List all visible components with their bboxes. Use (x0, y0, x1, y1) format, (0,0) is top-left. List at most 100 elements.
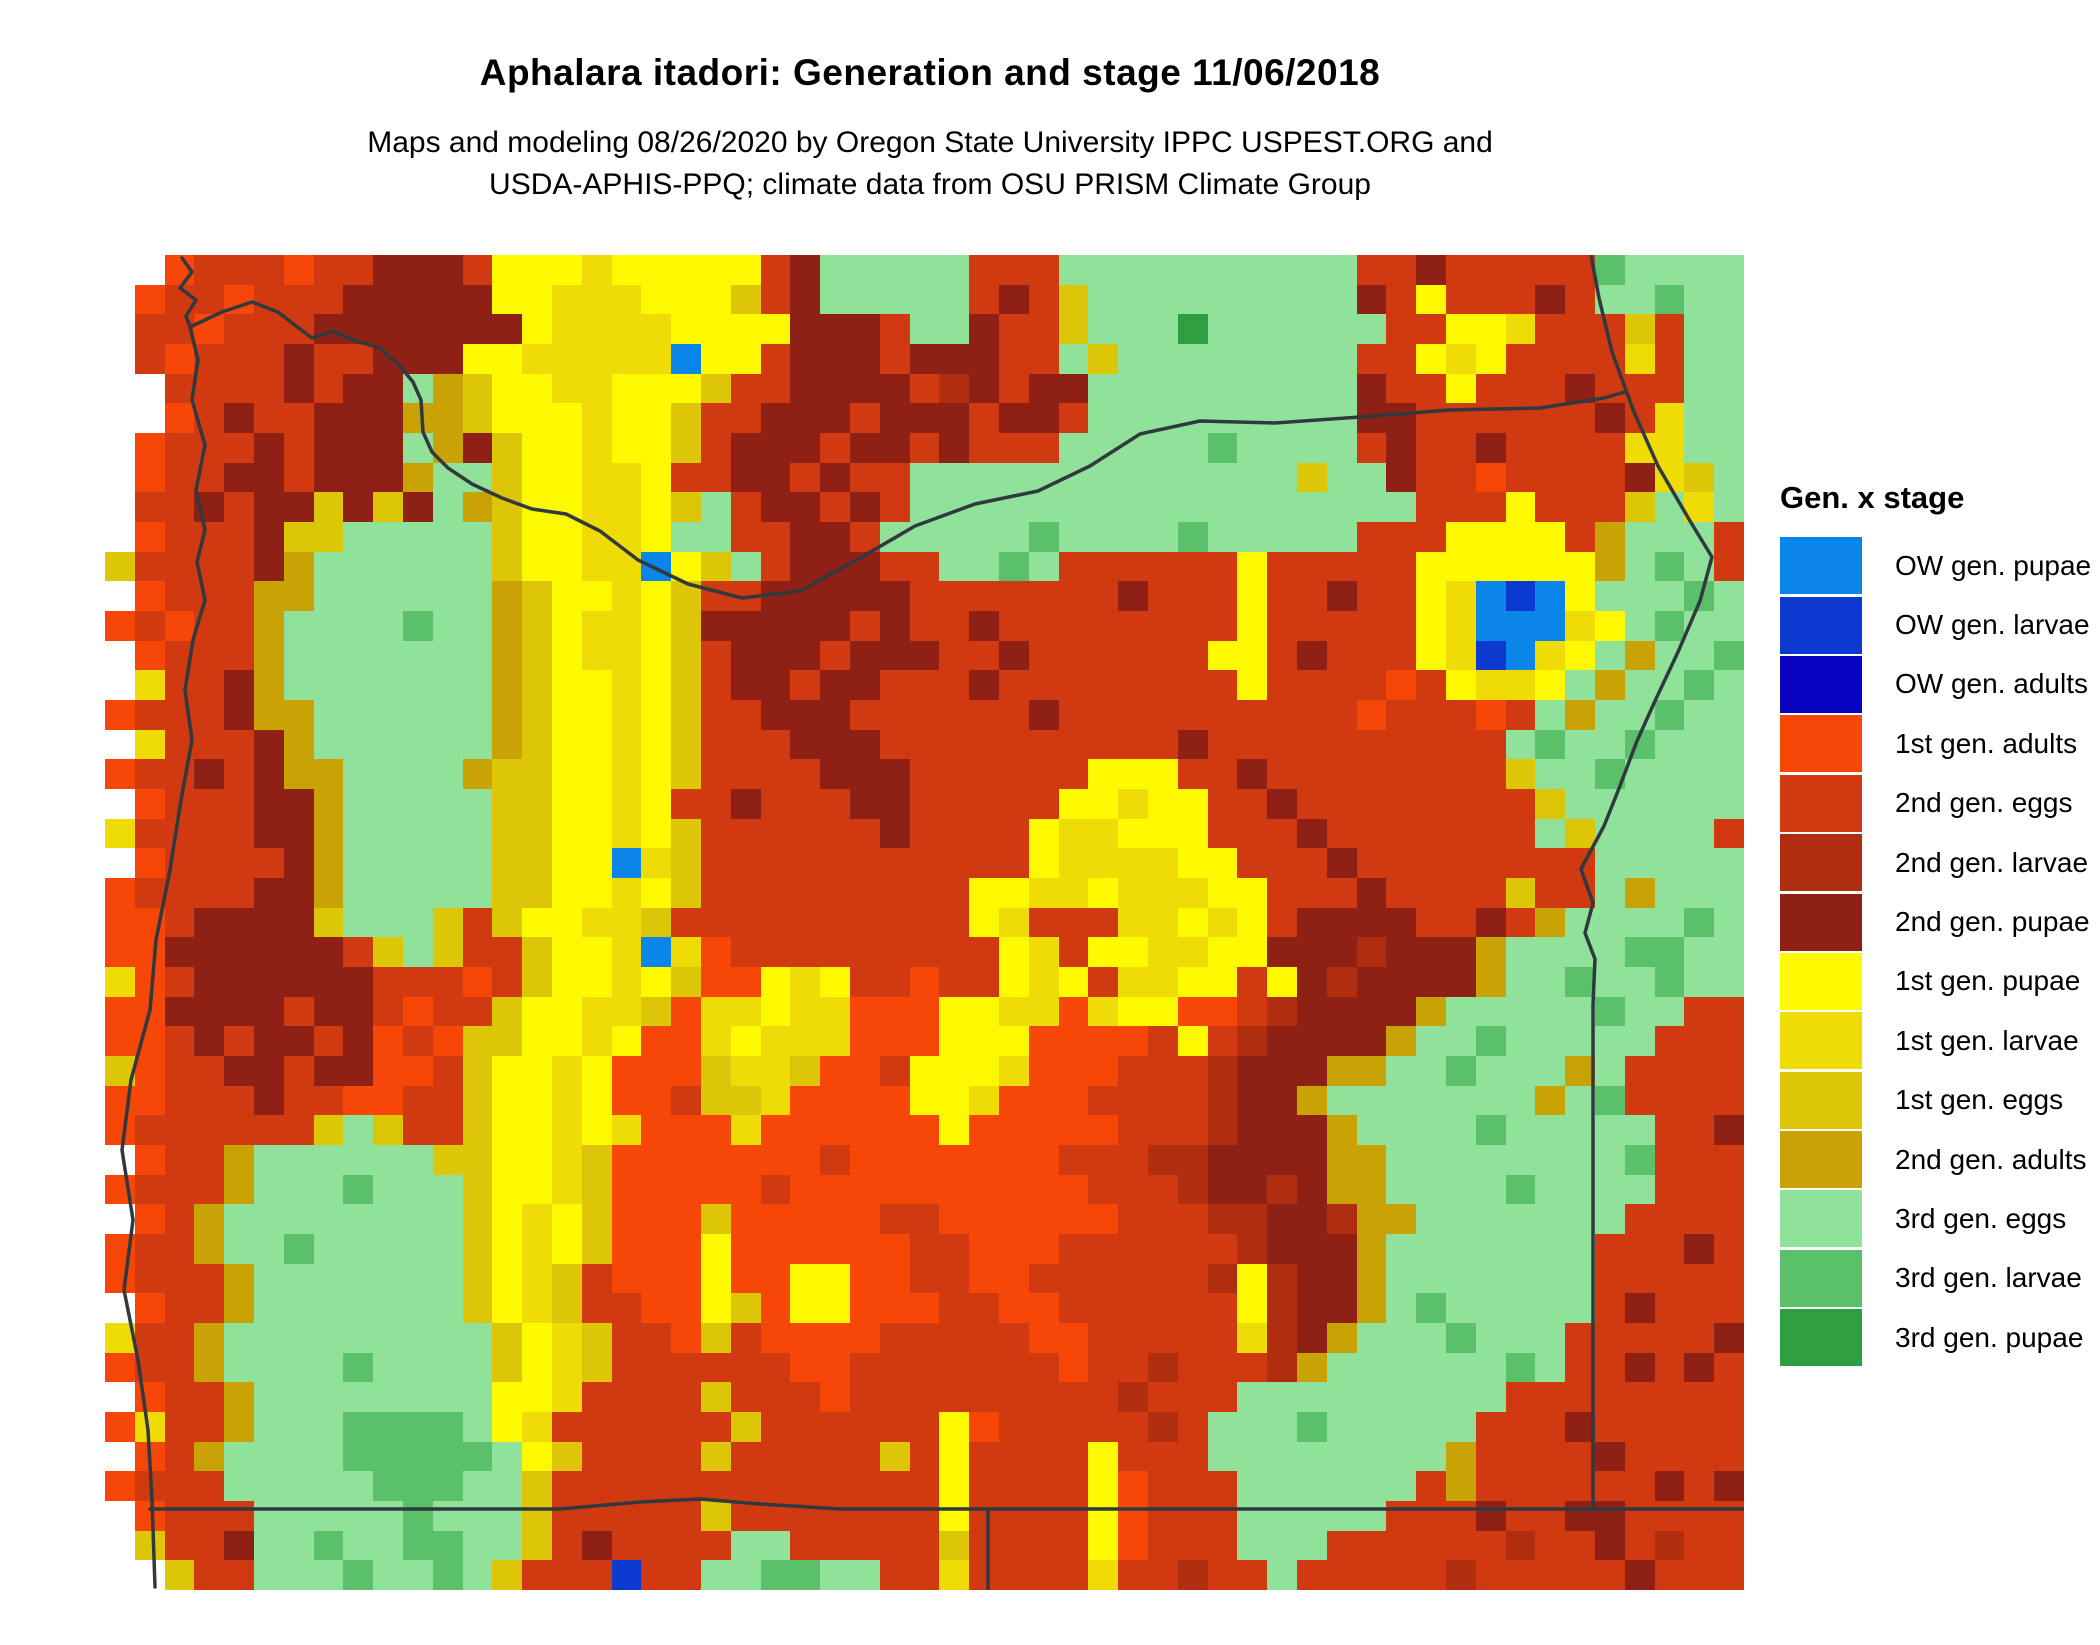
map-cell (760, 1233, 791, 1264)
map-cell (194, 314, 225, 344)
map-cell (998, 255, 1029, 285)
map-cell (998, 314, 1029, 344)
map-cell (611, 1055, 642, 1086)
map-cell (1505, 848, 1536, 878)
map-cell (1565, 492, 1595, 522)
map-cell (1326, 670, 1357, 700)
map-cell (1475, 1411, 1506, 1442)
map-cell (909, 255, 940, 285)
map-cell (939, 1500, 970, 1531)
map-cell (1296, 492, 1327, 522)
map-cell (641, 966, 672, 997)
map-cell (820, 314, 850, 344)
map-cell (164, 1352, 195, 1383)
map-cell (551, 907, 582, 938)
map-cell (462, 1085, 493, 1116)
map-cell (1594, 1085, 1625, 1116)
map-cell (253, 521, 284, 552)
map-cell (1535, 670, 1566, 700)
map-cell (1475, 1293, 1506, 1323)
map-cell (283, 670, 314, 700)
map-cell (313, 1322, 344, 1353)
map-cell (283, 1322, 314, 1353)
map-cell (462, 403, 493, 433)
map-cell (820, 403, 850, 433)
map-cell (134, 729, 165, 760)
map-cell (1684, 581, 1715, 611)
map-cell (1416, 907, 1446, 938)
map-cell (1147, 818, 1178, 849)
map-cell (849, 462, 880, 493)
map-cell (1654, 343, 1685, 374)
map-cell (1505, 996, 1536, 1027)
map-cell (790, 1085, 821, 1116)
map-cell (105, 640, 135, 671)
map-cell (1237, 848, 1268, 878)
map-cell (611, 1500, 642, 1531)
map-cell (402, 343, 433, 374)
map-cell (820, 848, 850, 878)
map-cell (1654, 699, 1685, 730)
map-cell (194, 403, 225, 433)
map-cell (134, 1352, 165, 1383)
map-cell (194, 581, 225, 611)
map-cell (1028, 907, 1059, 938)
map-cell (1684, 284, 1715, 315)
map-cell (492, 759, 523, 789)
map-cell (283, 1560, 314, 1590)
map-cell (551, 729, 582, 760)
map-cell (1118, 818, 1148, 849)
map-cell (879, 907, 910, 938)
map-cell (1505, 1174, 1536, 1205)
map-cell (879, 1263, 910, 1294)
map-cell (1296, 759, 1327, 789)
map-cell (1028, 1204, 1059, 1234)
map-cell (1594, 1441, 1625, 1472)
map-cell (581, 1382, 612, 1412)
map-cell (253, 1560, 284, 1590)
map-cell (492, 1115, 523, 1145)
map-cell (581, 521, 612, 552)
map-cell (611, 432, 642, 463)
map-cell (820, 788, 850, 819)
map-cell (1505, 966, 1536, 997)
map-cell (1118, 373, 1148, 404)
map-cell (730, 907, 761, 938)
map-cell (224, 877, 254, 908)
map-cell (1296, 788, 1327, 819)
map-cell (849, 343, 880, 374)
map-cell (1237, 1115, 1268, 1145)
map-cell (849, 1026, 880, 1056)
map-cell (1535, 432, 1566, 463)
legend-swatch (1780, 1012, 1862, 1070)
map-cell (1565, 1322, 1595, 1353)
map-cell (1207, 403, 1238, 433)
map-cell (1684, 255, 1715, 285)
map-cell (1475, 1382, 1506, 1412)
map-cell (998, 966, 1029, 997)
map-cell (1445, 403, 1476, 433)
map-cell (134, 1085, 165, 1116)
map-cell (700, 907, 731, 938)
map-cell (1118, 610, 1148, 641)
map-cell (551, 1352, 582, 1383)
map-cell (581, 610, 612, 641)
map-cell (1296, 907, 1327, 938)
map-cell (164, 343, 195, 374)
map-cell (373, 1382, 403, 1412)
map-cell (105, 432, 135, 463)
map-cell (283, 1115, 314, 1145)
map-cell (134, 284, 165, 315)
map-cell (700, 1500, 731, 1531)
map-cell (879, 1500, 910, 1531)
map-cell (1445, 462, 1476, 493)
map-cell (939, 1085, 970, 1116)
map-cell (105, 1174, 135, 1205)
map-cell (432, 818, 463, 849)
map-cell (462, 907, 493, 938)
raster-grid (105, 255, 1744, 1590)
map-cell (343, 788, 374, 819)
map-cell (1237, 343, 1268, 374)
map-cell (1654, 1115, 1685, 1145)
map-cell (730, 729, 761, 760)
